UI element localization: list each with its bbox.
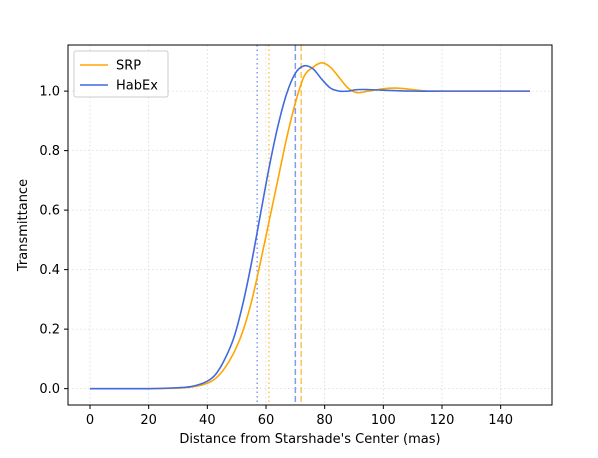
legend: SRP HabEx bbox=[73, 50, 169, 98]
y-tick-label-1: 0.2 bbox=[39, 323, 60, 338]
plot-frame bbox=[67, 44, 553, 406]
y-axis-label: Transmittance bbox=[16, 179, 31, 272]
y-tick-label-0: 0.0 bbox=[39, 382, 60, 397]
x-tick-label-7: 140 bbox=[488, 413, 513, 428]
legend-label-srp: SRP bbox=[116, 59, 141, 74]
x-tick-label-0: 0 bbox=[86, 413, 94, 428]
x-axis-label: Distance from Starshade's Center (mas) bbox=[179, 432, 440, 447]
y-tick-label-4: 0.8 bbox=[39, 144, 60, 159]
x-tick-label-5: 100 bbox=[371, 413, 396, 428]
y-tick-label-3: 0.6 bbox=[39, 204, 60, 219]
x-axis-ticks: 0 20 40 60 80 100 120 140 bbox=[86, 405, 513, 428]
y-tick-label-2: 0.4 bbox=[39, 263, 60, 278]
x-tick-label-3: 60 bbox=[258, 413, 275, 428]
series-lines bbox=[89, 62, 530, 390]
x-tick-label-2: 40 bbox=[199, 413, 216, 428]
series-line-srp bbox=[89, 62, 530, 390]
y-tick-label-5: 1.0 bbox=[39, 85, 60, 100]
x-tick-label-6: 120 bbox=[430, 413, 455, 428]
y-axis-ticks: 0.0 0.2 0.4 0.6 0.8 1.0 bbox=[39, 85, 68, 397]
series-line-habex bbox=[89, 64, 530, 390]
legend-label-habex: HabEx bbox=[116, 79, 158, 94]
x-tick-label-1: 20 bbox=[140, 413, 157, 428]
x-tick-label-4: 80 bbox=[316, 413, 333, 428]
